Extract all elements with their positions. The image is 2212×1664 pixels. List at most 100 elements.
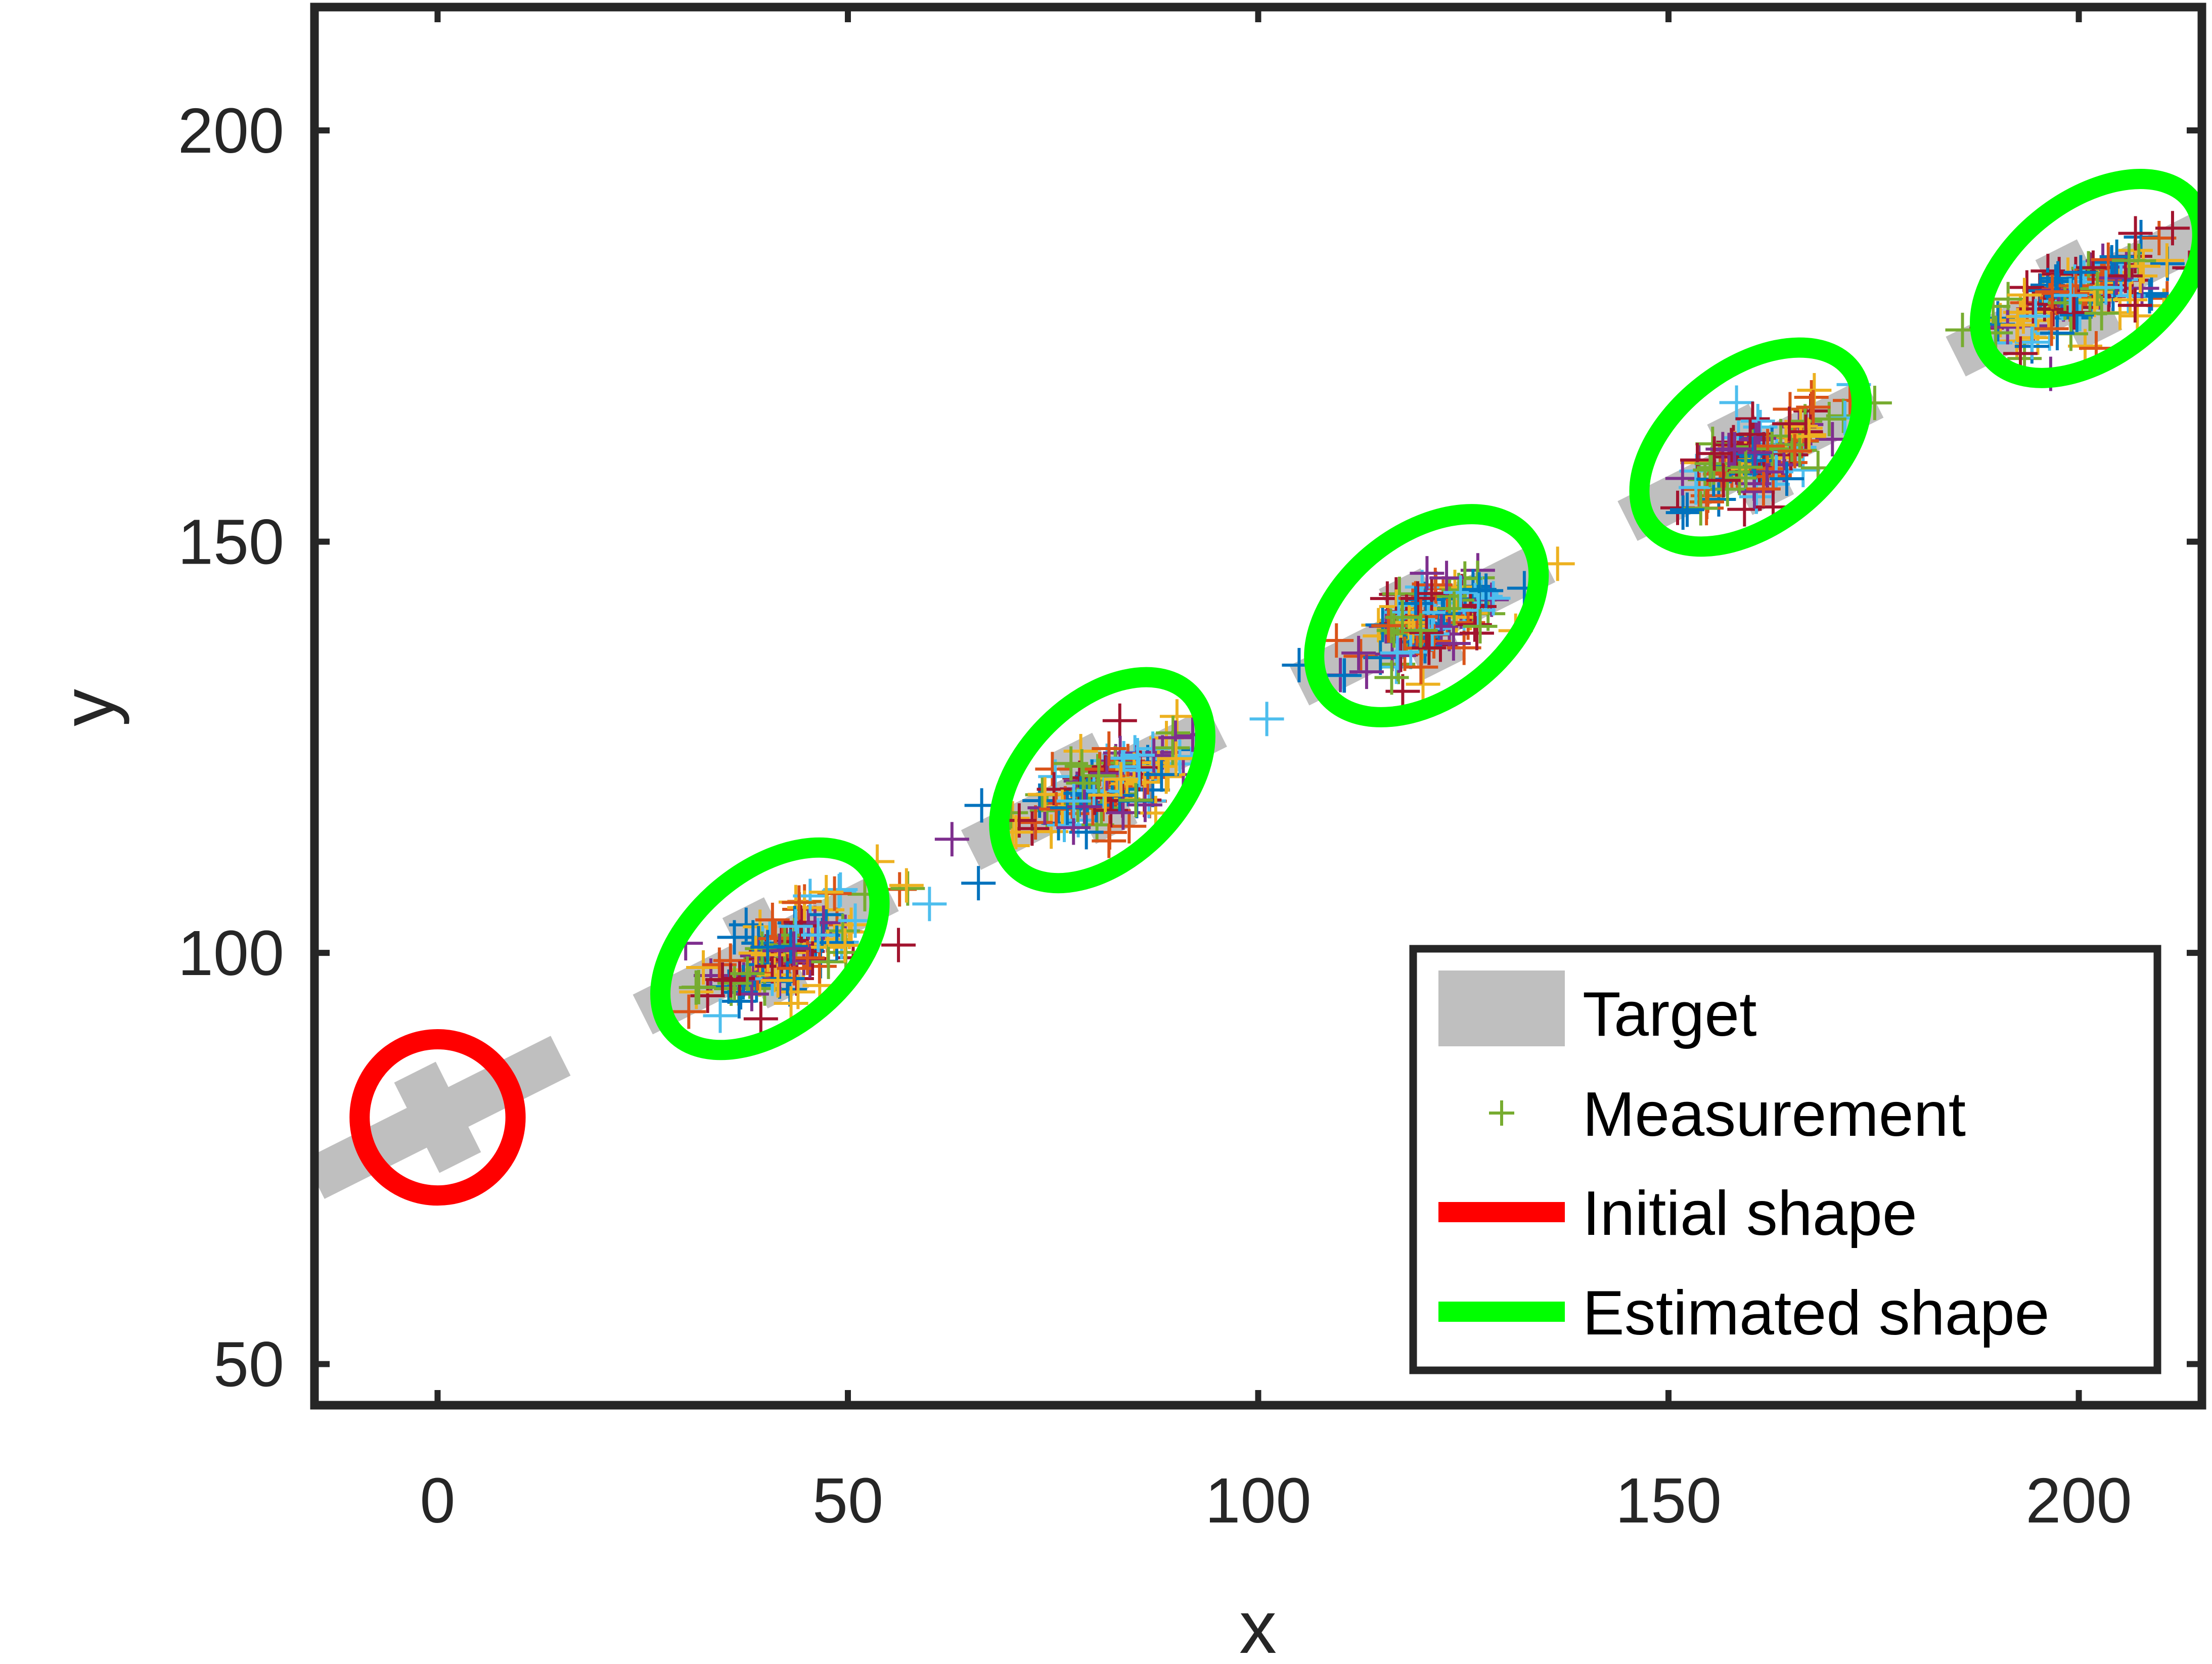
- legend: Target Measurement Initial shape Estimat…: [1409, 945, 2161, 1374]
- measurement-point: [1769, 461, 1804, 496]
- measurement-point: [778, 909, 813, 944]
- measurement-point: [1796, 390, 1831, 425]
- measurement-point: [1794, 380, 1829, 415]
- measurement-point: [1034, 814, 1069, 849]
- measurement-point: [705, 962, 740, 997]
- shape-layer: [349, 169, 2202, 1206]
- measurement-point: [1436, 626, 1471, 661]
- legend-measurement-marker: [1489, 1100, 1514, 1126]
- measurement-point: [703, 998, 738, 1033]
- measurement-point: [1792, 419, 1827, 454]
- estimated-shape-ellipse: [1629, 337, 1872, 557]
- measurement-point: [1398, 586, 1433, 621]
- measurement-point: [1102, 703, 1137, 738]
- measurement-point: [1249, 702, 1284, 736]
- measurement-point: [934, 822, 969, 857]
- measurement-point: [1385, 600, 1420, 635]
- measurement-point: [1665, 495, 1700, 530]
- measurement-point: [1374, 660, 1409, 695]
- estimated-shape-ellipse: [650, 837, 890, 1060]
- measurement-point: [2089, 270, 2124, 305]
- measurement-point: [820, 925, 854, 960]
- measurement-point: [838, 903, 873, 938]
- measurement-point: [1018, 805, 1053, 840]
- measurement-point: [1754, 431, 1789, 466]
- measurement-point: [1349, 655, 1384, 689]
- measurement-point: [1706, 463, 1741, 498]
- x-axis-label: x: [1239, 1586, 1277, 1664]
- measurement-point: [2040, 315, 2074, 350]
- measurement-point: [1697, 436, 1732, 471]
- measurement-point: [1158, 741, 1193, 776]
- measurement-point: [1436, 591, 1471, 626]
- measurement-point: [743, 1001, 778, 1036]
- measurement-point: [730, 956, 765, 991]
- x-tick-label: 50: [812, 1465, 883, 1536]
- legend-target-swatch: [1438, 970, 1565, 1046]
- measurement-point: [1092, 823, 1126, 858]
- measurement-point: [1403, 613, 1438, 648]
- measurement-point: [1412, 630, 1447, 665]
- measurement-point: [1679, 470, 1713, 505]
- measurement-point: [889, 868, 924, 903]
- measurement-cluster: [1660, 367, 1892, 530]
- measurement-point: [1120, 737, 1155, 772]
- x-tick-label: 0: [420, 1465, 455, 1536]
- measurement-point: [2053, 278, 2088, 313]
- x-tick-label: 100: [1205, 1465, 1311, 1536]
- measurement-point: [679, 970, 713, 1005]
- measurement-point: [2117, 288, 2152, 323]
- measurement-point: [1469, 573, 1504, 608]
- measurement-point: [2063, 255, 2098, 290]
- measurement-point: [1090, 756, 1124, 791]
- measurement-point: [834, 907, 869, 942]
- tick-layer: 0 50 100 150 200 50 100 150 200: [178, 7, 2202, 1536]
- measurement-point: [1669, 492, 1704, 527]
- measurement-point: [1738, 435, 1773, 470]
- measurement-point: [1127, 788, 1162, 822]
- measurement-point: [1457, 607, 1492, 642]
- measurement-point: [2094, 245, 2129, 280]
- measurement-point: [828, 928, 863, 963]
- legend-target-label: Target: [1583, 980, 1757, 1049]
- measurement-point: [1406, 667, 1440, 702]
- measurement-point: [1463, 609, 1498, 644]
- legend-estimated-label: Estimated shape: [1583, 1278, 2050, 1348]
- estimated-shape-ellipse: [1970, 169, 2202, 388]
- measurement-point: [1054, 746, 1089, 781]
- measurement-point: [1327, 658, 1362, 693]
- x-tick-label: 150: [1615, 1465, 1722, 1536]
- measurement-cluster: [1945, 211, 2202, 391]
- measurement-point: [801, 918, 836, 953]
- measurement-point: [1092, 731, 1126, 766]
- measurement-point: [2000, 308, 2035, 343]
- measurement-point: [1341, 635, 1376, 670]
- estimated-shape-ellipse: [1304, 504, 1549, 727]
- measurement-point: [1746, 472, 1781, 506]
- legend-initial-label: Initial shape: [1583, 1179, 1917, 1249]
- legend-measurement-label: Measurement: [1583, 1080, 1966, 1149]
- measurement-point: [1081, 758, 1116, 793]
- measurement-point: [2118, 216, 2153, 251]
- measurement-point: [809, 875, 844, 910]
- measurement-point: [1777, 434, 1812, 469]
- measurement-point: [1409, 615, 1444, 650]
- measurement-point: [2111, 278, 2146, 313]
- measurement-point: [1722, 460, 1757, 495]
- measurement-point: [1714, 428, 1749, 463]
- measurement-point: [2009, 270, 2044, 305]
- measurement-point: [2035, 274, 2070, 309]
- measurement-point: [1711, 433, 1746, 468]
- measurement-point: [2084, 296, 2119, 331]
- measurement-point: [912, 887, 947, 921]
- measurement-point: [782, 885, 817, 920]
- initial-shape-ellipse: [349, 1029, 526, 1206]
- measurement-point: [1665, 461, 1700, 496]
- measurement-point: [1144, 757, 1179, 792]
- measurement-point: [1733, 417, 1768, 452]
- measurement-point: [1088, 777, 1123, 812]
- measurement-point: [1719, 385, 1754, 420]
- measurement-point: [686, 950, 721, 985]
- measurement-point: [2108, 258, 2143, 293]
